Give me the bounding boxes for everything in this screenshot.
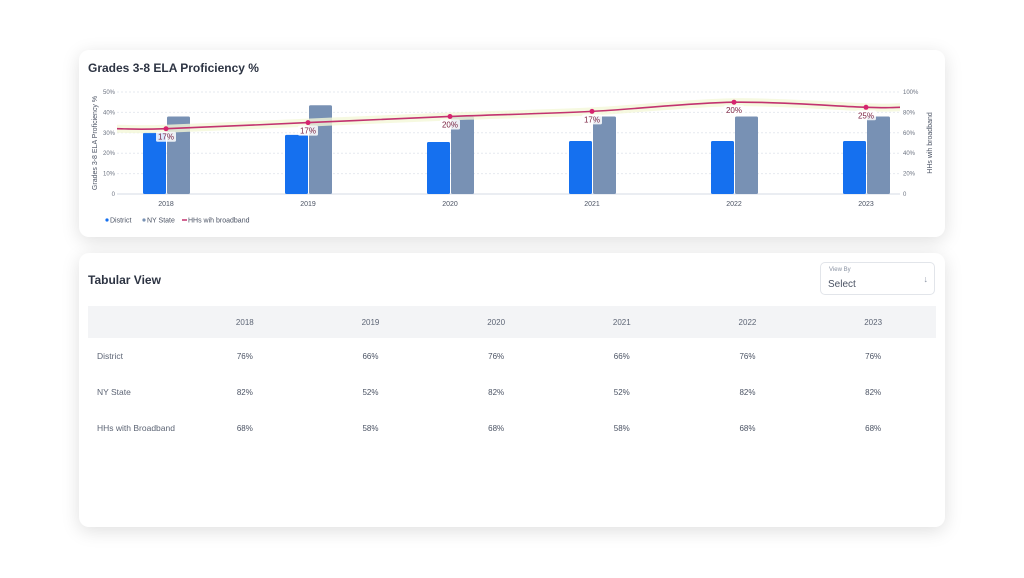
bar-district [285, 134, 308, 194]
data-label: 17% [584, 115, 600, 124]
row-label: HHs with Broadband [97, 423, 175, 433]
table-row: District 76% 66% 76% 66% 76% 76% [88, 338, 936, 374]
y-axis-title: Grades 3-8 ELA Proficiency % [92, 96, 99, 190]
column-header [88, 306, 182, 338]
table-cell: 68% [739, 423, 756, 433]
line-point [731, 99, 737, 105]
bar-ny-state [451, 116, 474, 194]
column-header: 2018 [182, 306, 308, 338]
data-label-bg [582, 114, 602, 125]
data-label: 17% [158, 133, 174, 142]
table-cell: 52% [613, 387, 630, 397]
legend-marker [142, 218, 146, 222]
table-cell: 52% [362, 387, 379, 397]
data-label-bg [440, 119, 460, 130]
arrow-down-icon: ↓ [923, 274, 929, 284]
table-cell: 68% [488, 423, 505, 433]
y2-tick-label: 60% [903, 131, 916, 137]
line-point [305, 120, 311, 126]
data-label-bg [856, 110, 876, 121]
data-table: 2018 2019 2020 2021 2022 2023 District 76% 66% 7… [88, 306, 936, 446]
view-by-select[interactable]: View By Select ↓ [820, 262, 935, 295]
data-label-bg [298, 125, 318, 136]
line-point [589, 108, 595, 114]
y-tick-label: 0 [112, 192, 116, 198]
bar-ny-state [735, 116, 758, 194]
table-title: Tabular View [88, 273, 161, 287]
data-label: 25% [858, 111, 874, 120]
line-broadband [116, 101, 901, 130]
y2-tick-label: 100% [903, 90, 919, 96]
table-cell: 58% [613, 423, 630, 433]
data-label-bg [724, 105, 744, 116]
table-cell: 76% [865, 351, 882, 361]
legend-item: NY State [147, 218, 175, 225]
bar-ny-state [593, 116, 616, 194]
row-label: NY State [97, 387, 131, 397]
x-tick-label: 2019 [300, 201, 316, 208]
data-label: 20% [442, 120, 458, 129]
y2-tick-label: 80% [903, 110, 916, 116]
y2-axis-title: HHs wih broadband [927, 112, 934, 174]
x-tick-label: 2018 [158, 201, 174, 208]
table-cell: 76% [488, 351, 505, 361]
y-tick-label: 50% [103, 90, 116, 96]
legend-item: HHs wih broadband [188, 218, 250, 225]
legend-marker [105, 218, 109, 222]
y2-tick-label: 40% [903, 151, 916, 157]
table-cell: 66% [362, 351, 379, 361]
data-label: 17% [300, 127, 316, 136]
x-tick-label: 2021 [584, 201, 600, 208]
data-label-bg [156, 131, 176, 142]
y-tick-label: 20% [103, 151, 116, 157]
row-label: District [97, 351, 123, 361]
table-row: NY State 82% 52% 82% 52% 82% 82% [88, 374, 936, 410]
data-label: 20% [726, 106, 742, 115]
x-tick-label: 2023 [858, 201, 874, 208]
bar-district [427, 141, 450, 194]
table-cell: 76% [236, 351, 253, 361]
chart-title: Grades 3-8 ELA Proficiency % [88, 61, 259, 75]
column-header: 2019 [307, 306, 434, 338]
table-cell: 66% [613, 351, 630, 361]
line-point [863, 104, 869, 110]
y2-tick-label: 0 [903, 192, 907, 198]
y2-tick-label: 20% [903, 172, 916, 178]
column-header: 2021 [558, 306, 685, 338]
table-cell: 82% [236, 387, 253, 397]
x-tick-label: 2020 [442, 201, 458, 208]
y-tick-label: 10% [103, 172, 116, 178]
y-tick-label: 40% [103, 110, 116, 116]
column-header: 2023 [810, 306, 936, 338]
bar-ny-state [867, 116, 890, 194]
view-by-label: View By [829, 267, 851, 273]
view-by-value: Select [828, 279, 856, 290]
line-point [447, 113, 453, 119]
table-card: Tabular View View By Select ↓ 2018 2019 20… [79, 253, 945, 527]
bar-district [569, 140, 592, 194]
bar-district [711, 140, 734, 194]
table-cell: 68% [236, 423, 253, 433]
table-cell: 82% [488, 387, 505, 397]
bar-district [843, 140, 866, 194]
table-cell: 58% [362, 423, 379, 433]
table-cell: 82% [739, 387, 756, 397]
table-header-row: 2018 2019 2020 2021 2022 2023 [88, 306, 936, 338]
column-header: 2022 [684, 306, 811, 338]
y-tick-label: 30% [103, 131, 116, 137]
table-cell: 68% [865, 423, 882, 433]
bar-district [143, 132, 166, 194]
column-header: 2020 [433, 306, 559, 338]
table-cell: 76% [739, 351, 756, 361]
line-point [163, 126, 169, 132]
x-tick-label: 2022 [726, 201, 742, 208]
chart-card: Grades 3-8 ELA Proficiency % 0 0 10% 20% 20%… [79, 50, 945, 237]
table-row: HHs with Broadband 68% 58% 68% 58% 68% 68% [88, 410, 936, 446]
legend-item: District [110, 218, 131, 225]
table-cell: 82% [865, 387, 882, 397]
combo-chart: 0 0 10% 20% 20% 40% 30% 60% 40% 80% 50% 100% Grades … [92, 90, 934, 225]
